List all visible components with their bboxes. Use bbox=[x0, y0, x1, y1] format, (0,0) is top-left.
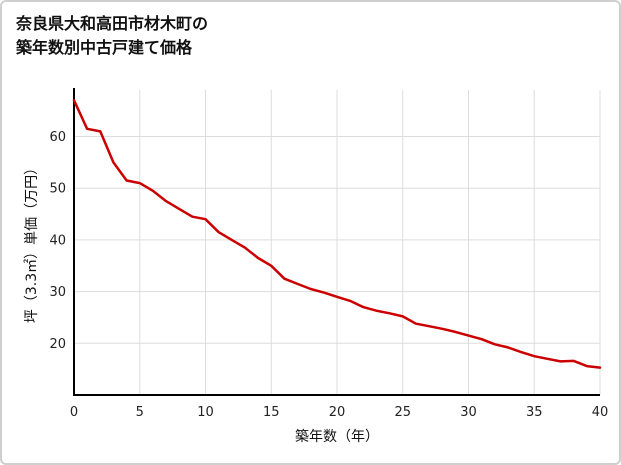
x-tick-label: 5 bbox=[136, 405, 144, 420]
y-tick-label: 60 bbox=[49, 130, 66, 145]
y-tick-label: 30 bbox=[49, 285, 66, 300]
chart-title: 奈良県大和高田市材木町の 築年数別中古戸建て価格 bbox=[16, 12, 208, 60]
x-tick-label: 35 bbox=[526, 405, 543, 420]
x-tick-label: 25 bbox=[394, 405, 411, 420]
x-tick-label: 15 bbox=[263, 405, 280, 420]
y-tick-label: 50 bbox=[49, 182, 66, 197]
y-tick-label: 20 bbox=[49, 337, 66, 352]
x-tick-label: 40 bbox=[592, 405, 609, 420]
chart-title-line2: 築年数別中古戸建て価格 bbox=[16, 38, 193, 57]
y-axis-label: 坪（3.3㎡）単価（万円） bbox=[24, 160, 41, 324]
x-tick-label: 20 bbox=[329, 405, 346, 420]
x-tick-label: 0 bbox=[70, 405, 78, 420]
chart-title-line1: 奈良県大和高田市材木町の bbox=[16, 14, 209, 33]
chart-svg: 20 30 40 50 60 0 5 10 15 20 25 30 35 40 bbox=[49, 88, 609, 420]
x-tick-label: 30 bbox=[460, 405, 477, 420]
x-axis-label: 築年数（年） bbox=[295, 429, 379, 445]
y-tick-label: 40 bbox=[49, 233, 66, 248]
x-tick-label: 10 bbox=[197, 405, 214, 420]
